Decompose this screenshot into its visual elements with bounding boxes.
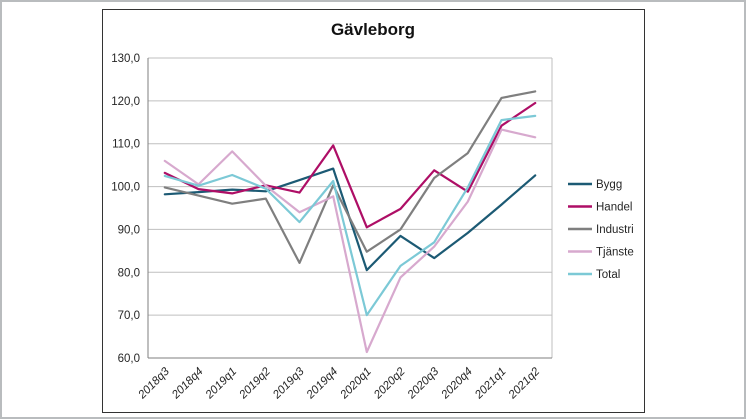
y-tick-label-80: 80,0 — [118, 267, 140, 279]
legend-label-handel: Handel — [596, 202, 632, 214]
y-tick-label-70: 70,0 — [118, 310, 140, 322]
series-line-total — [163, 114, 537, 317]
legend: Bygg Handel Industri Tjänste Total — [568, 179, 634, 281]
y-tick-label-130: 130,0 — [111, 53, 140, 65]
y-tick-label-90: 90,0 — [118, 224, 140, 236]
legend-item-total: Total — [568, 269, 620, 281]
chart-title: Gävleborg — [331, 20, 415, 39]
chart-frame — [102, 9, 645, 413]
legend-item-handel: Handel — [568, 202, 632, 214]
legend-item-industri: Industri — [568, 224, 634, 236]
series-lines — [163, 90, 537, 354]
legend-label-bygg: Bygg — [596, 179, 622, 191]
legend-item-tjänste: Tjänste — [568, 247, 634, 259]
y-tick-label-60: 60,0 — [118, 353, 140, 365]
axes — [147, 58, 552, 359]
series-line-tjänste — [163, 128, 537, 354]
y-tick-label-120: 120,0 — [111, 96, 140, 108]
legend-item-bygg: Bygg — [568, 179, 622, 191]
legend-label-total: Total — [596, 269, 620, 281]
series-line-industri — [163, 90, 537, 264]
y-axis-tick-labels: 130,0 120,0 110,0 100,0 90,0 80,0 70,0 60,0 — [111, 53, 140, 365]
y-tick-label-100: 100,0 — [111, 182, 140, 194]
legend-label-industri: Industri — [596, 224, 634, 236]
series-line-handel — [163, 101, 537, 229]
y-tick-label-110: 110,0 — [112, 139, 140, 151]
legend-label-tjänste: Tjänste — [596, 247, 634, 259]
